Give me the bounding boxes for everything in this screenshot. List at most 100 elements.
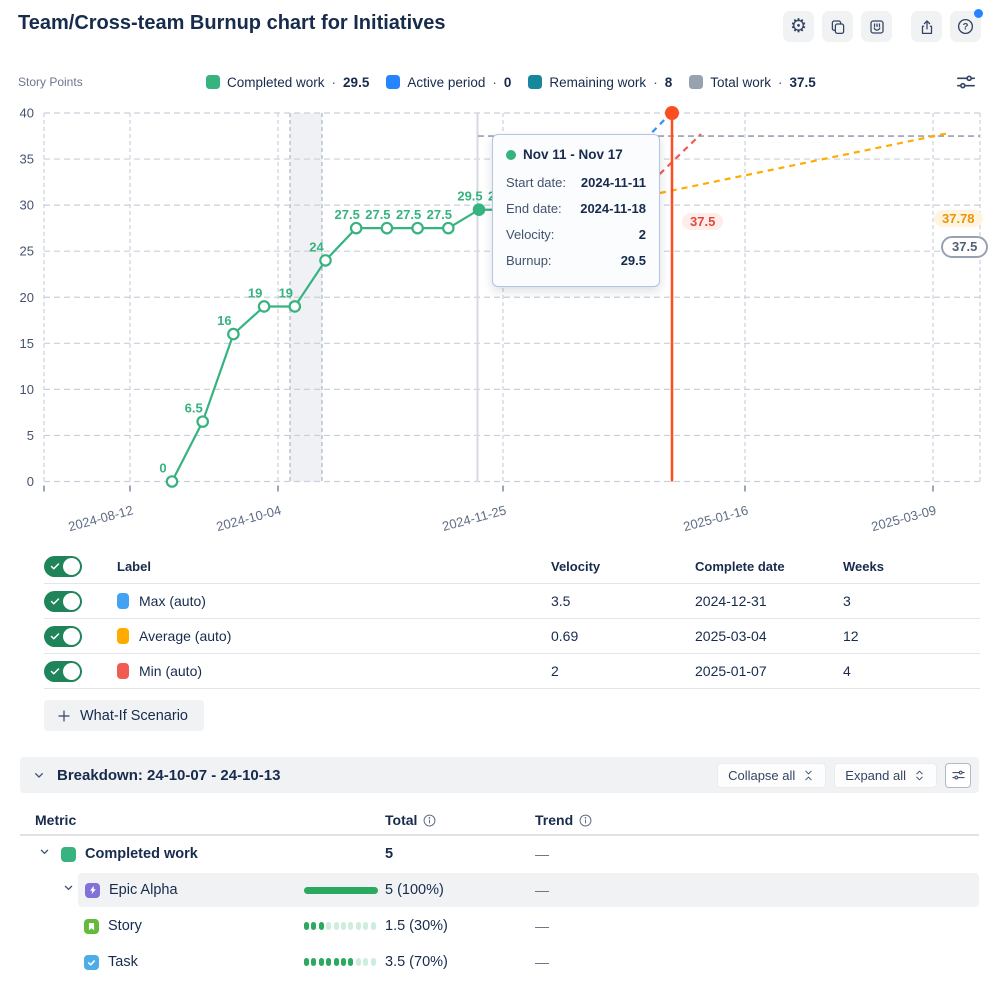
collapse-all-button[interactable]: Collapse all	[717, 762, 827, 788]
copy-button[interactable]	[822, 11, 853, 42]
legend-item-total-work[interactable]: Total work · 37.5	[689, 75, 816, 90]
dot-filled	[318, 922, 324, 930]
dot-empty	[370, 958, 376, 966]
row-label: Average (auto)	[117, 628, 231, 644]
tooltip-value: 2024-11-11	[580, 175, 646, 190]
data-point[interactable]	[411, 221, 424, 235]
legend-item-active-period[interactable]: Active period · 0	[386, 75, 511, 90]
data-point[interactable]	[349, 221, 363, 235]
complete-date-value: 2025-01-07	[695, 663, 767, 679]
forecast-marker-dot[interactable]	[665, 106, 679, 120]
trend-value: —	[535, 918, 549, 934]
what-if-scenario-button[interactable]: What-If Scenario	[44, 700, 204, 731]
help-icon: ?	[957, 18, 974, 35]
plus-icon	[58, 709, 70, 722]
data-point[interactable]	[288, 300, 302, 313]
max-color-swatch	[117, 593, 129, 609]
notification-dot	[974, 9, 983, 18]
breakdown-row-story[interactable]: Story 1.5 (30%) —	[20, 908, 979, 944]
chevron-down-icon[interactable]	[61, 880, 76, 900]
breakdown-row-task[interactable]: Task 3.5 (70%) —	[20, 944, 979, 980]
legend-item-remaining-work[interactable]: Remaining work · 8	[528, 75, 672, 90]
column-header-metric: Metric	[35, 812, 77, 828]
tooltip-row: Burnup: 29.5	[506, 248, 646, 274]
trend-value: —	[535, 846, 549, 862]
dot-empty	[370, 922, 376, 930]
chart-settings-button[interactable]	[955, 72, 977, 92]
check-icon	[50, 563, 60, 570]
legend-value: 29.5	[343, 74, 370, 90]
data-point[interactable]	[257, 300, 271, 313]
column-header-label: Label	[117, 558, 151, 574]
velocity-value: 3.5	[551, 593, 571, 609]
data-point[interactable]	[227, 327, 240, 341]
completed-work-line	[171, 208, 510, 483]
dot-filled	[304, 958, 309, 966]
help-button[interactable]: ?	[950, 9, 983, 42]
toggle-knob	[63, 662, 80, 680]
metric-cell: Completed work	[37, 836, 198, 872]
remaining-work-swatch	[528, 75, 543, 89]
data-point[interactable]	[165, 475, 179, 488]
expand-all-button[interactable]: Expand all	[834, 762, 937, 788]
y-axis-tick-label: 15	[20, 336, 34, 351]
x-axis-tick-label: 2025-03-09	[870, 502, 938, 534]
data-point[interactable]	[441, 221, 455, 235]
row-label: Min (auto)	[117, 663, 202, 679]
breakdown-settings-button[interactable]	[945, 762, 971, 788]
legend-separator: ·	[777, 74, 783, 90]
x-axis-tick-label: 2024-10-04	[215, 502, 283, 534]
x-axis-tick-label: 2024-11-25	[441, 502, 508, 533]
total-value: 5	[385, 846, 394, 862]
trend-value: —	[535, 954, 549, 970]
info-icon[interactable]	[422, 813, 437, 828]
weeks-value: 4	[843, 663, 851, 679]
chevron-down-icon[interactable]	[31, 767, 47, 783]
data-point[interactable]	[196, 415, 209, 428]
average-toggle[interactable]	[44, 625, 82, 647]
column-header-complete-date: Complete date	[695, 558, 785, 574]
toggle-knob	[63, 557, 80, 575]
breakdown-table: Metric Total Trend Completed work 5 —	[20, 806, 979, 980]
metric-label: Completed work	[85, 846, 198, 862]
metric-cell: Task	[84, 944, 138, 980]
settings-button[interactable]: ⚙	[783, 11, 814, 42]
sliders-icon	[957, 75, 976, 89]
table-row-min: Min (auto) 2 2025-01-07 4	[44, 654, 980, 689]
tooltip-label: Velocity:	[506, 227, 555, 242]
high-five-button[interactable]	[861, 11, 892, 42]
tooltip-label: End date:	[506, 201, 562, 216]
min-color-swatch	[117, 663, 129, 679]
data-point-selected[interactable]	[472, 203, 486, 217]
data-point[interactable]	[380, 221, 394, 235]
completed-work-swatch	[61, 846, 76, 862]
master-toggle[interactable]	[44, 555, 82, 577]
chevron-down-icon[interactable]	[37, 844, 52, 864]
what-if-label: What-If Scenario	[80, 707, 188, 724]
y-axis-tick-label: 10	[20, 382, 34, 397]
metric-cell: Epic Alpha	[61, 872, 178, 908]
data-point-label: 19	[248, 285, 262, 300]
progress-bar	[304, 886, 378, 894]
min-toggle[interactable]	[44, 660, 82, 682]
task-icon	[84, 954, 99, 970]
toggle-knob	[63, 627, 80, 645]
data-point[interactable]	[319, 254, 332, 267]
legend-item-completed-work[interactable]: Completed work · 29.5	[206, 75, 369, 90]
breakdown-header-bar[interactable]: Breakdown: 24-10-07 - 24-10-13 Collapse …	[20, 757, 979, 793]
dot-filled	[333, 958, 339, 966]
breakdown-row-epic-alpha[interactable]: Epic Alpha 5 (100%) —	[20, 872, 979, 908]
tooltip-row: Start date: 2024-11-11	[506, 170, 646, 196]
dot-filled	[340, 958, 346, 966]
toggle-knob	[63, 592, 80, 610]
max-toggle[interactable]	[44, 590, 82, 612]
info-icon[interactable]	[578, 813, 593, 828]
trend-table-header: Label Velocity Complete date Weeks	[44, 549, 980, 584]
tooltip-label: Start date:	[506, 175, 566, 190]
breakdown-row-completed-work[interactable]: Completed work 5 —	[20, 836, 979, 872]
export-button[interactable]	[911, 11, 942, 42]
tooltip-row: End date: 2024-11-18	[506, 196, 646, 222]
column-header-total: Total	[385, 812, 437, 828]
column-header-trend: Trend	[535, 812, 593, 828]
